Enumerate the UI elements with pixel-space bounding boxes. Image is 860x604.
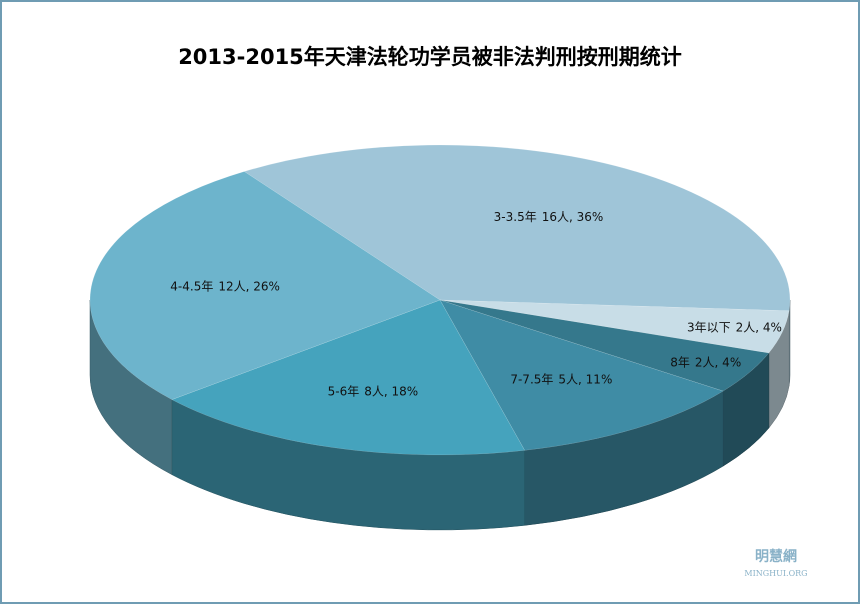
data-label-category: 8年 — [670, 355, 690, 369]
data-label-category: 4-4.5年 — [170, 279, 213, 293]
watermark-sub: MINGHUI.ORG — [744, 569, 807, 578]
watermark: 明慧網 — [755, 548, 797, 565]
slice — [243, 144, 791, 311]
slice — [171, 299, 525, 456]
data-label: 7-7.5年 5人, 11% — [510, 372, 612, 386]
data-label-category: 3年以下 — [687, 320, 731, 334]
data-label: 8年 2人, 4% — [670, 355, 741, 369]
chart-title: 2013-2015年天津法轮功学员被非法判刑按刑期统计 — [178, 45, 682, 69]
data-label: 5-6年 8人, 18% — [328, 384, 419, 398]
data-label-value: 8人, 18% — [364, 384, 418, 398]
data-label-category: 7-7.5年 — [510, 372, 553, 386]
data-label-value: 5人, 11% — [558, 372, 612, 386]
data-label: 4-4.5年 12人, 26% — [170, 279, 280, 293]
data-label-value: 12人, 26% — [218, 279, 280, 293]
data-label-value: 2人, 4% — [736, 320, 782, 334]
slice — [439, 299, 790, 354]
data-label-value: 2人, 4% — [695, 355, 741, 369]
slice — [439, 299, 724, 451]
data-label-value: 16人, 36% — [542, 209, 604, 223]
data-label: 3-3.5年 16人, 36% — [494, 209, 604, 223]
slice — [89, 171, 441, 400]
slice — [439, 299, 770, 392]
data-label: 3年以下 2人, 4% — [687, 320, 782, 334]
data-label-category: 3-3.5年 — [494, 209, 537, 223]
data-label-category: 5-6年 — [328, 384, 360, 398]
